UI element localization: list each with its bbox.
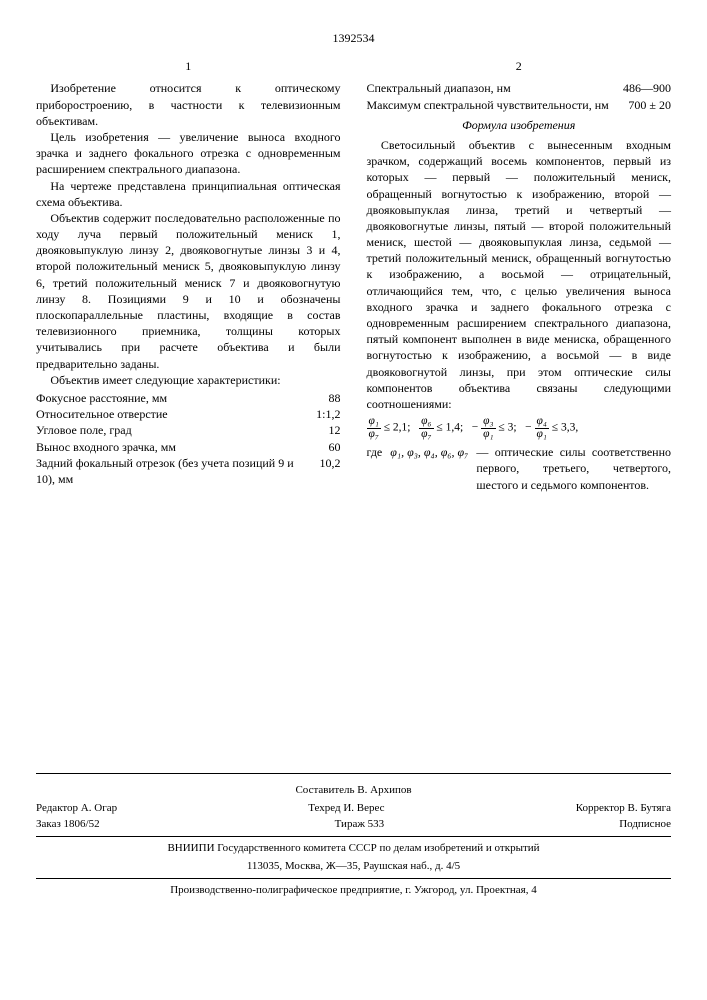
spec-key: Спектральный диапазон, нм <box>367 80 614 96</box>
formula-title: Формула изобретения <box>367 117 672 133</box>
ratio-1-den: φ₇ <box>367 429 381 441</box>
spec-key: Угловое поле, град <box>36 422 308 438</box>
ratio-1: φ₁ φ₇ <box>367 416 381 440</box>
spec-key: Задний фокальный отрезок (без учета пози… <box>36 455 308 487</box>
spec-row: Угловое поле, град12 <box>36 422 341 438</box>
ratio-4-val: ≤ 3,3, <box>552 422 578 434</box>
ratio-2: φ₆ φ₇ <box>419 416 433 440</box>
ratio-3: φ₃ φ₁ <box>481 416 495 440</box>
claim-text: Светосильный объектив с вынесенным входн… <box>367 137 672 412</box>
spec-key: Фокусное расстояние, мм <box>36 390 308 406</box>
ratio-4-op: − <box>525 422 532 434</box>
ratio-3-den: φ₁ <box>481 429 495 441</box>
spec-val: 10,2 <box>308 455 340 487</box>
two-column-body: 1 Изобретение относится к оптическому пр… <box>36 58 671 493</box>
col1-para-5: Объектив имеет следующие характеристики: <box>36 372 341 388</box>
footer-org: ВНИИПИ Государственного комитета СССР по… <box>36 841 671 856</box>
spec-val: 486—900 <box>614 80 671 96</box>
spec-key: Максимум спектральной чувствительности, … <box>367 97 614 113</box>
ratio-2-den: φ₇ <box>419 429 433 441</box>
spec-val: 1:1,2 <box>308 406 340 422</box>
ratio-2-num: φ₆ <box>419 416 433 429</box>
footer-print: Производственно-полиграфическое предприя… <box>36 883 671 898</box>
where-clause: где φ₁, φ₃, φ₄, φ₆, φ₇ — оптические силы… <box>367 444 672 493</box>
footer-sub: Подписное <box>619 817 671 832</box>
where-symbols: φ₁, φ₃, φ₄, φ₆, φ₇ <box>390 444 468 493</box>
column-2: 2 Спектральный диапазон, нм486—900 Макси… <box>367 58 672 493</box>
footer-credits-row: Редактор А. Огар Техред И. Верес Коррект… <box>36 801 671 816</box>
spec-val: 60 <box>308 439 340 455</box>
ratio-2-val: ≤ 1,4; <box>436 422 463 434</box>
col1-para-1: Изобретение относится к оптическому приб… <box>36 80 341 129</box>
footer-rule-2 <box>36 878 671 879</box>
ratios-line: φ₁ φ₇ ≤ 2,1; φ₆ φ₇ ≤ 1,4; − φ₃ φ₁ ≤ 3; −… <box>367 416 672 440</box>
col1-para-2: Цель изобретения — увеличение выноса вхо… <box>36 129 341 178</box>
col2-specs-table: Спектральный диапазон, нм486—900 Максиму… <box>367 80 672 112</box>
column-1: 1 Изобретение относится к оптическому пр… <box>36 58 341 493</box>
footer-addr: 113035, Москва, Ж—35, Раушская наб., д. … <box>36 859 671 874</box>
footer-block: Составитель В. Архипов Редактор А. Огар … <box>36 773 671 898</box>
body-whitespace <box>36 493 671 753</box>
ratio-1-num: φ₁ <box>367 416 381 429</box>
footer-order: Заказ 1806/52 <box>36 817 100 832</box>
spec-row: Вынос входного зрачка, мм60 <box>36 439 341 455</box>
ratio-4-den: φ₁ <box>535 429 549 441</box>
footer-rule-1 <box>36 836 671 837</box>
spec-row: Фокусное расстояние, мм88 <box>36 390 341 406</box>
where-desc: — оптические силы соответственно первого… <box>476 444 671 493</box>
spec-val: 700 ± 20 <box>614 97 671 113</box>
spec-row: Спектральный диапазон, нм486—900 <box>367 80 672 96</box>
footer-compiler: Составитель В. Архипов <box>36 783 671 798</box>
ratio-4-num: φ₄ <box>535 416 549 429</box>
footer-tech: Техред И. Верес <box>308 801 384 816</box>
col1-specs-table: Фокусное расстояние, мм88 Относительное … <box>36 390 341 487</box>
col1-para-3: На чертеже представлена принципиальная о… <box>36 178 341 210</box>
spec-row: Максимум спектральной чувствительности, … <box>367 97 672 113</box>
footer-tirazh: Тираж 533 <box>335 817 385 832</box>
ratio-3-op: − <box>472 422 479 434</box>
column-2-number: 2 <box>367 58 672 74</box>
spec-row: Относительное отверстие1:1,2 <box>36 406 341 422</box>
spec-val: 12 <box>308 422 340 438</box>
where-label: где <box>367 444 383 493</box>
ratio-1-val: ≤ 2,1; <box>384 422 411 434</box>
column-1-number: 1 <box>36 58 341 74</box>
ratio-3-val: ≤ 3; <box>498 422 516 434</box>
footer-order-row: Заказ 1806/52 Тираж 533 Подписное <box>36 817 671 832</box>
ratio-4: φ₄ φ₁ <box>535 416 549 440</box>
spec-key: Вынос входного зрачка, мм <box>36 439 308 455</box>
ratio-3-num: φ₃ <box>481 416 495 429</box>
spec-row: Задний фокальный отрезок (без учета пози… <box>36 455 341 487</box>
spec-val: 88 <box>308 390 340 406</box>
col1-para-4: Объектив содержит последовательно распол… <box>36 210 341 372</box>
document-number: 1392534 <box>36 30 671 46</box>
footer-editor: Редактор А. Огар <box>36 801 117 816</box>
footer-corrector: Корректор В. Бутяга <box>576 801 671 816</box>
spec-key: Относительное отверстие <box>36 406 308 422</box>
